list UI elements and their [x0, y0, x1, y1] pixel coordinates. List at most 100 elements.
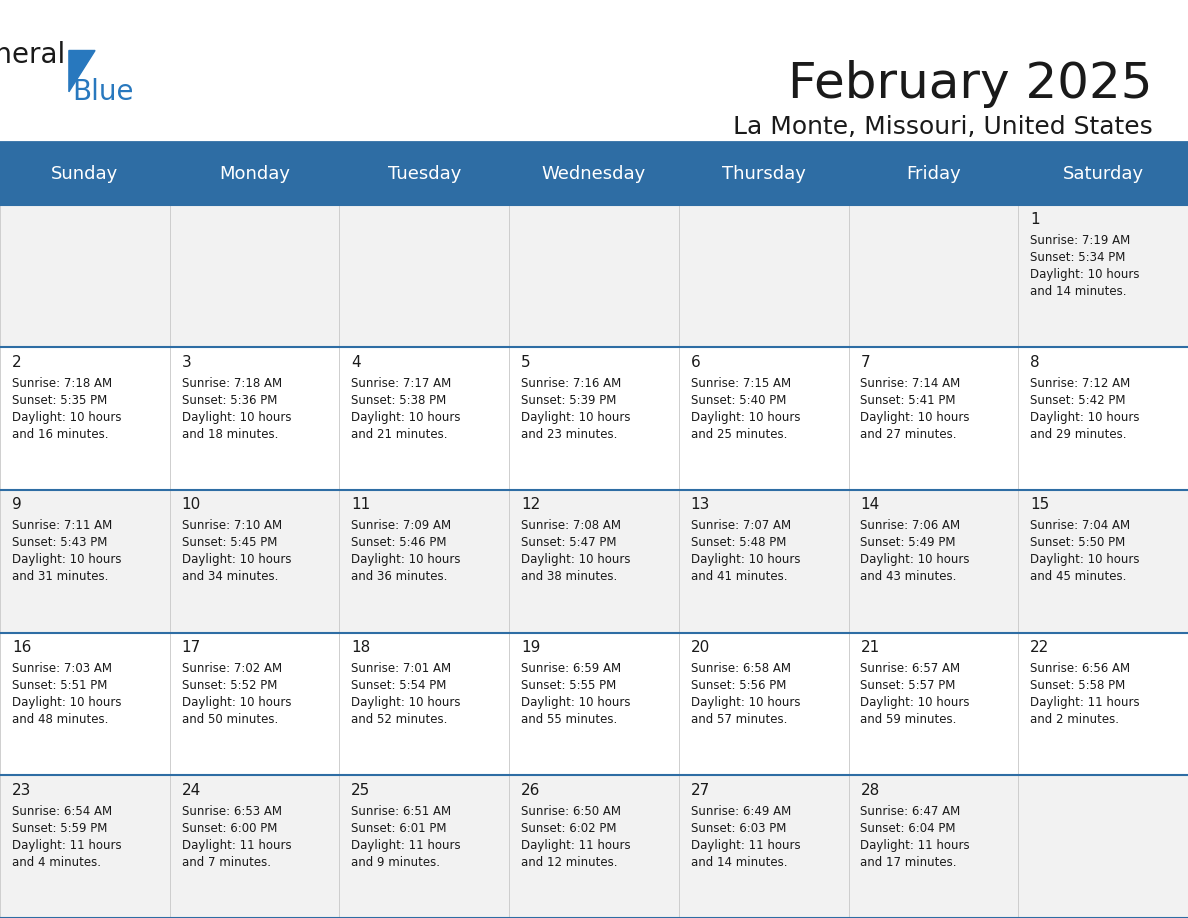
Text: 21: 21 [860, 640, 879, 655]
Text: Sunrise: 6:58 AM
Sunset: 5:56 PM
Daylight: 10 hours
and 57 minutes.: Sunrise: 6:58 AM Sunset: 5:56 PM Dayligh… [690, 662, 801, 726]
Bar [1018, 776, 1188, 918]
Text: 2: 2 [12, 354, 21, 370]
Text: General: General [0, 41, 65, 70]
Bar [848, 633, 1018, 776]
Text: Monday: Monday [219, 164, 290, 183]
Text: 4: 4 [352, 354, 361, 370]
Bar [340, 347, 510, 490]
Bar [340, 205, 510, 347]
Text: Sunrise: 6:53 AM
Sunset: 6:00 PM
Daylight: 11 hours
and 7 minutes.: Sunrise: 6:53 AM Sunset: 6:00 PM Dayligh… [182, 805, 291, 868]
Text: 16: 16 [12, 640, 31, 655]
Text: February 2025: February 2025 [788, 60, 1152, 107]
Text: 22: 22 [1030, 640, 1049, 655]
Text: Sunrise: 7:02 AM
Sunset: 5:52 PM
Daylight: 10 hours
and 50 minutes.: Sunrise: 7:02 AM Sunset: 5:52 PM Dayligh… [182, 662, 291, 726]
Text: Sunrise: 6:50 AM
Sunset: 6:02 PM
Daylight: 11 hours
and 12 minutes.: Sunrise: 6:50 AM Sunset: 6:02 PM Dayligh… [522, 805, 631, 868]
Text: Sunrise: 7:10 AM
Sunset: 5:45 PM
Daylight: 10 hours
and 34 minutes.: Sunrise: 7:10 AM Sunset: 5:45 PM Dayligh… [182, 520, 291, 584]
Bar [0, 633, 170, 776]
Bar [1018, 347, 1188, 490]
Text: Sunrise: 6:56 AM
Sunset: 5:58 PM
Daylight: 11 hours
and 2 minutes.: Sunrise: 6:56 AM Sunset: 5:58 PM Dayligh… [1030, 662, 1139, 726]
Bar [678, 490, 848, 633]
Bar [170, 205, 340, 347]
Bar [0, 490, 170, 633]
Text: 5: 5 [522, 354, 531, 370]
Text: 18: 18 [352, 640, 371, 655]
Text: 7: 7 [860, 354, 870, 370]
Bar [170, 633, 340, 776]
Text: Sunrise: 7:01 AM
Sunset: 5:54 PM
Daylight: 10 hours
and 52 minutes.: Sunrise: 7:01 AM Sunset: 5:54 PM Dayligh… [352, 662, 461, 726]
Text: 27: 27 [690, 783, 710, 798]
Text: 25: 25 [352, 783, 371, 798]
Text: 14: 14 [860, 498, 879, 512]
Text: Sunrise: 6:51 AM
Sunset: 6:01 PM
Daylight: 11 hours
and 9 minutes.: Sunrise: 6:51 AM Sunset: 6:01 PM Dayligh… [352, 805, 461, 868]
Bar [1018, 633, 1188, 776]
Text: Friday: Friday [906, 164, 961, 183]
Text: 11: 11 [352, 498, 371, 512]
Text: Sunday: Sunday [51, 164, 119, 183]
Text: 26: 26 [522, 783, 541, 798]
Text: 20: 20 [690, 640, 710, 655]
Text: 3: 3 [182, 354, 191, 370]
Bar [340, 490, 510, 633]
Text: Sunrise: 6:54 AM
Sunset: 5:59 PM
Daylight: 11 hours
and 4 minutes.: Sunrise: 6:54 AM Sunset: 5:59 PM Dayligh… [12, 805, 121, 868]
Bar [848, 205, 1018, 347]
Bar [0, 205, 170, 347]
Text: 6: 6 [690, 354, 701, 370]
Text: Sunrise: 7:03 AM
Sunset: 5:51 PM
Daylight: 10 hours
and 48 minutes.: Sunrise: 7:03 AM Sunset: 5:51 PM Dayligh… [12, 662, 121, 726]
Text: Sunrise: 7:18 AM
Sunset: 5:35 PM
Daylight: 10 hours
and 16 minutes.: Sunrise: 7:18 AM Sunset: 5:35 PM Dayligh… [12, 376, 121, 441]
Bar [170, 776, 340, 918]
Text: 9: 9 [12, 498, 21, 512]
Bar [0, 347, 170, 490]
Text: 13: 13 [690, 498, 710, 512]
Bar [678, 633, 848, 776]
Bar [170, 490, 340, 633]
Bar [170, 347, 340, 490]
Text: Blue: Blue [72, 78, 134, 106]
Bar [510, 347, 678, 490]
Bar [510, 633, 678, 776]
Text: Sunrise: 7:09 AM
Sunset: 5:46 PM
Daylight: 10 hours
and 36 minutes.: Sunrise: 7:09 AM Sunset: 5:46 PM Dayligh… [352, 520, 461, 584]
Bar [1018, 205, 1188, 347]
Text: 1: 1 [1030, 212, 1040, 227]
Text: Sunrise: 6:47 AM
Sunset: 6:04 PM
Daylight: 11 hours
and 17 minutes.: Sunrise: 6:47 AM Sunset: 6:04 PM Dayligh… [860, 805, 971, 868]
Text: 8: 8 [1030, 354, 1040, 370]
Text: Sunrise: 7:12 AM
Sunset: 5:42 PM
Daylight: 10 hours
and 29 minutes.: Sunrise: 7:12 AM Sunset: 5:42 PM Dayligh… [1030, 376, 1139, 441]
Bar [510, 776, 678, 918]
Bar [678, 776, 848, 918]
Bar [0, 776, 170, 918]
Text: 15: 15 [1030, 498, 1049, 512]
Bar [0, 142, 1188, 205]
Text: Sunrise: 7:16 AM
Sunset: 5:39 PM
Daylight: 10 hours
and 23 minutes.: Sunrise: 7:16 AM Sunset: 5:39 PM Dayligh… [522, 376, 631, 441]
Bar [1018, 490, 1188, 633]
Text: Sunrise: 7:14 AM
Sunset: 5:41 PM
Daylight: 10 hours
and 27 minutes.: Sunrise: 7:14 AM Sunset: 5:41 PM Dayligh… [860, 376, 969, 441]
Bar [678, 347, 848, 490]
Text: Sunrise: 7:08 AM
Sunset: 5:47 PM
Daylight: 10 hours
and 38 minutes.: Sunrise: 7:08 AM Sunset: 5:47 PM Dayligh… [522, 520, 631, 584]
Text: Sunrise: 6:59 AM
Sunset: 5:55 PM
Daylight: 10 hours
and 55 minutes.: Sunrise: 6:59 AM Sunset: 5:55 PM Dayligh… [522, 662, 631, 726]
Text: Sunrise: 7:04 AM
Sunset: 5:50 PM
Daylight: 10 hours
and 45 minutes.: Sunrise: 7:04 AM Sunset: 5:50 PM Dayligh… [1030, 520, 1139, 584]
Text: Sunrise: 7:19 AM
Sunset: 5:34 PM
Daylight: 10 hours
and 14 minutes.: Sunrise: 7:19 AM Sunset: 5:34 PM Dayligh… [1030, 234, 1139, 298]
Text: 17: 17 [182, 640, 201, 655]
Bar [848, 776, 1018, 918]
Text: Sunrise: 6:49 AM
Sunset: 6:03 PM
Daylight: 11 hours
and 14 minutes.: Sunrise: 6:49 AM Sunset: 6:03 PM Dayligh… [690, 805, 801, 868]
Text: Sunrise: 7:07 AM
Sunset: 5:48 PM
Daylight: 10 hours
and 41 minutes.: Sunrise: 7:07 AM Sunset: 5:48 PM Dayligh… [690, 520, 801, 584]
Text: La Monte, Missouri, United States: La Monte, Missouri, United States [733, 115, 1152, 139]
Text: Tuesday: Tuesday [387, 164, 461, 183]
Text: Wednesday: Wednesday [542, 164, 646, 183]
Text: Sunrise: 6:57 AM
Sunset: 5:57 PM
Daylight: 10 hours
and 59 minutes.: Sunrise: 6:57 AM Sunset: 5:57 PM Dayligh… [860, 662, 969, 726]
Text: 19: 19 [522, 640, 541, 655]
Bar [848, 490, 1018, 633]
Text: Thursday: Thursday [722, 164, 805, 183]
Text: 28: 28 [860, 783, 879, 798]
Bar [678, 205, 848, 347]
Text: 10: 10 [182, 498, 201, 512]
Text: Sunrise: 7:06 AM
Sunset: 5:49 PM
Daylight: 10 hours
and 43 minutes.: Sunrise: 7:06 AM Sunset: 5:49 PM Dayligh… [860, 520, 969, 584]
Bar [340, 776, 510, 918]
Bar [848, 347, 1018, 490]
Text: 12: 12 [522, 498, 541, 512]
Text: 23: 23 [12, 783, 31, 798]
Text: Saturday: Saturday [1062, 164, 1144, 183]
Bar [340, 633, 510, 776]
Text: 24: 24 [182, 783, 201, 798]
Text: Sunrise: 7:17 AM
Sunset: 5:38 PM
Daylight: 10 hours
and 21 minutes.: Sunrise: 7:17 AM Sunset: 5:38 PM Dayligh… [352, 376, 461, 441]
Bar [510, 205, 678, 347]
Bar [510, 490, 678, 633]
